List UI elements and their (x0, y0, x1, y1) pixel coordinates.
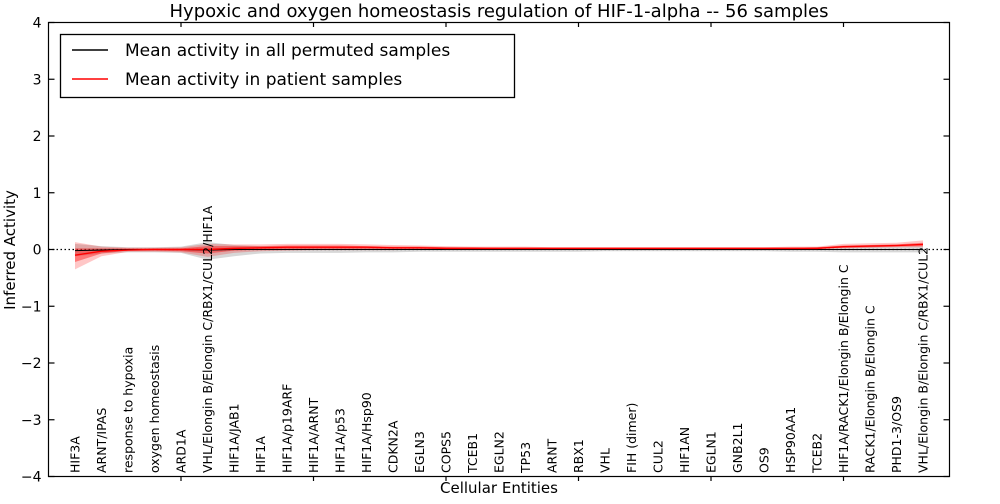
x-category-label: EGLN2 (492, 431, 507, 473)
x-category-label: COPS5 (439, 431, 454, 473)
x-category-label: OS9 (757, 447, 772, 473)
y-axis-label: Inferred Activity (1, 190, 19, 310)
x-category-label: HSP90AA1 (783, 407, 798, 473)
x-category-label: oxygen homeostasis (147, 345, 162, 473)
x-category-label: EGLN3 (412, 431, 427, 473)
x-category-label: HIF1AN (677, 427, 692, 473)
x-category-label: CDKN2A (386, 420, 401, 473)
x-category-label: HIF1A/ARNT (306, 397, 321, 473)
x-category-label: HIF1A/p19ARF (280, 384, 295, 473)
x-category-label: HIF1A/JAB1 (227, 403, 242, 473)
chart-title: Hypoxic and oxygen homeostasis regulatio… (170, 1, 829, 22)
x-category-label: GNB2L1 (730, 423, 745, 473)
y-tick-label: 4 (33, 16, 42, 32)
x-category-label: CUL2 (651, 440, 666, 473)
y-tick-label: −2 (21, 356, 42, 372)
permuted-samples-spread-band (75, 242, 923, 260)
y-tick-label: −3 (21, 413, 42, 429)
legend-box (59, 33, 516, 99)
y-tick-label: 3 (33, 72, 42, 88)
x-category-label: RACK1/Elongin B/Elongin C (863, 305, 878, 473)
x-axis-label: Cellular Entities (440, 479, 558, 497)
x-category-label: HIF1A/Hsp90 (359, 392, 374, 473)
plot-frame (47, 21, 951, 478)
x-category-label: response to hypoxia (121, 347, 136, 473)
x-category-label: FIH (dimer) (624, 403, 639, 473)
x-category-label: VHL/Elongin B/Elongin C/RBX1/CUL2 (916, 247, 931, 473)
x-category-label: HIF1A/RACK1/Elongin B/Elongin C (836, 264, 851, 473)
x-category-label: HIF3A (68, 436, 83, 473)
legend-permuted-label: Mean activity in all permuted samples (125, 41, 450, 61)
x-category-label: TCEB2 (810, 433, 825, 474)
x-category-label: ARNT (545, 438, 560, 473)
x-category-label: PHD1-3/OS9 (889, 396, 904, 473)
x-category-label: ARD1A (174, 429, 189, 473)
x-category-label: EGLN1 (704, 431, 719, 473)
x-category-label: TP53 (518, 442, 533, 474)
x-category-label: HIF1A/p53 (333, 408, 348, 473)
y-tick-label: 0 (33, 243, 42, 259)
x-category-label: VHL/Elongin B/Elongin C/RBX1/CUL2/HIF1A (200, 205, 215, 473)
x-category-label: VHL (598, 448, 613, 473)
legend-patient-label: Mean activity in patient samples (125, 70, 402, 90)
series-lines-layer (74, 243, 924, 256)
x-category-labels: HIF3A ARNT/IPAS response to hypoxia oxygen … (68, 205, 931, 474)
y-tick-label: −4 (21, 470, 42, 486)
y-tick-label: −1 (21, 299, 42, 315)
y-tick-label: 2 (33, 129, 42, 145)
x-category-label: HIF1A (253, 436, 268, 473)
x-category-label: ARNT/IPAS (94, 408, 109, 473)
y-tick-label: 1 (33, 186, 42, 202)
x-category-label: TCEB1 (465, 433, 480, 474)
permuted-mean-line (74, 248, 923, 252)
x-category-label: RBX1 (571, 439, 586, 473)
y-tick-labels: 4 3 2 1 0 −1 −2 −3 −4 (21, 16, 42, 486)
legend: Mean activity in all permuted samples Me… (59, 33, 516, 99)
patient-mean-line (74, 243, 924, 256)
